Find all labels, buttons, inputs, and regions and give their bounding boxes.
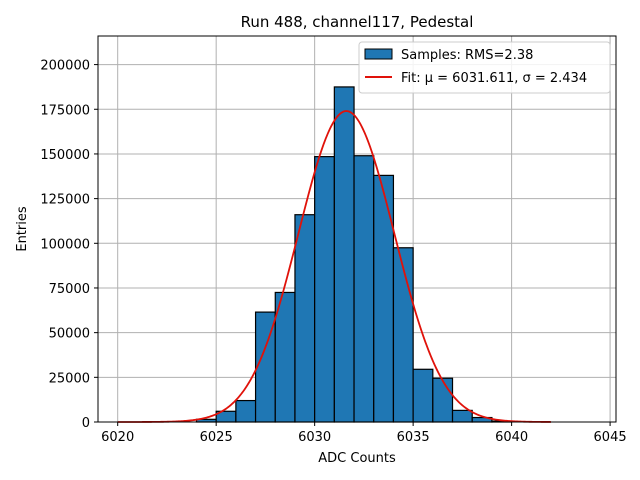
legend-samples-label: Samples: RMS=2.38 bbox=[401, 48, 533, 63]
y-tick-label: 25000 bbox=[49, 371, 90, 386]
y-tick-label: 0 bbox=[82, 416, 90, 431]
histogram-bar bbox=[294, 214, 316, 423]
bars-layer bbox=[195, 86, 513, 423]
histogram-bar bbox=[333, 86, 355, 423]
histogram-bar bbox=[451, 409, 473, 423]
y-tick-label: 50000 bbox=[49, 327, 90, 342]
y-axis-label: Entries bbox=[15, 206, 30, 252]
x-tick-label: 6045 bbox=[594, 430, 627, 445]
y-tick-label: 200000 bbox=[40, 59, 90, 74]
legend-fit-label: Fit: μ = 6031.611, σ = 2.434 bbox=[401, 71, 587, 86]
legend-samples-swatch bbox=[364, 48, 393, 60]
legend: Samples: RMS=2.38 Fit: μ = 6031.611, σ =… bbox=[358, 41, 611, 94]
chart-title: Run 488, channel117, Pedestal bbox=[241, 13, 474, 31]
histogram-bar bbox=[353, 155, 375, 423]
x-tick-label: 6035 bbox=[397, 430, 430, 445]
x-axis: 6020 6025 6030 6035 6040 6045 bbox=[101, 422, 627, 445]
histogram-bar bbox=[392, 247, 414, 423]
x-axis-label: ADC Counts bbox=[318, 451, 396, 466]
y-tick-label: 150000 bbox=[40, 148, 90, 163]
gaussian-fit-line bbox=[117, 110, 552, 423]
y-tick-label: 100000 bbox=[40, 237, 90, 252]
plot-frame bbox=[97, 35, 617, 423]
histogram-bar bbox=[432, 377, 454, 423]
x-tick-label: 6025 bbox=[200, 430, 233, 445]
histogram-bar bbox=[235, 399, 257, 423]
histogram-bar bbox=[412, 368, 434, 423]
y-axis: 0 25000 50000 75000 100000 125000 150000 175000… bbox=[40, 59, 98, 431]
histogram-bar bbox=[373, 174, 395, 423]
histogram-bar bbox=[314, 156, 335, 423]
legend-box bbox=[358, 41, 611, 94]
x-tick-label: 6040 bbox=[495, 430, 528, 445]
fit-layer bbox=[117, 110, 552, 423]
y-tick-label: 175000 bbox=[40, 103, 90, 118]
x-tick-label: 6020 bbox=[101, 430, 134, 445]
y-tick-label: 125000 bbox=[40, 193, 90, 208]
y-tick-label: 75000 bbox=[49, 282, 90, 297]
x-tick-label: 6030 bbox=[298, 430, 331, 445]
